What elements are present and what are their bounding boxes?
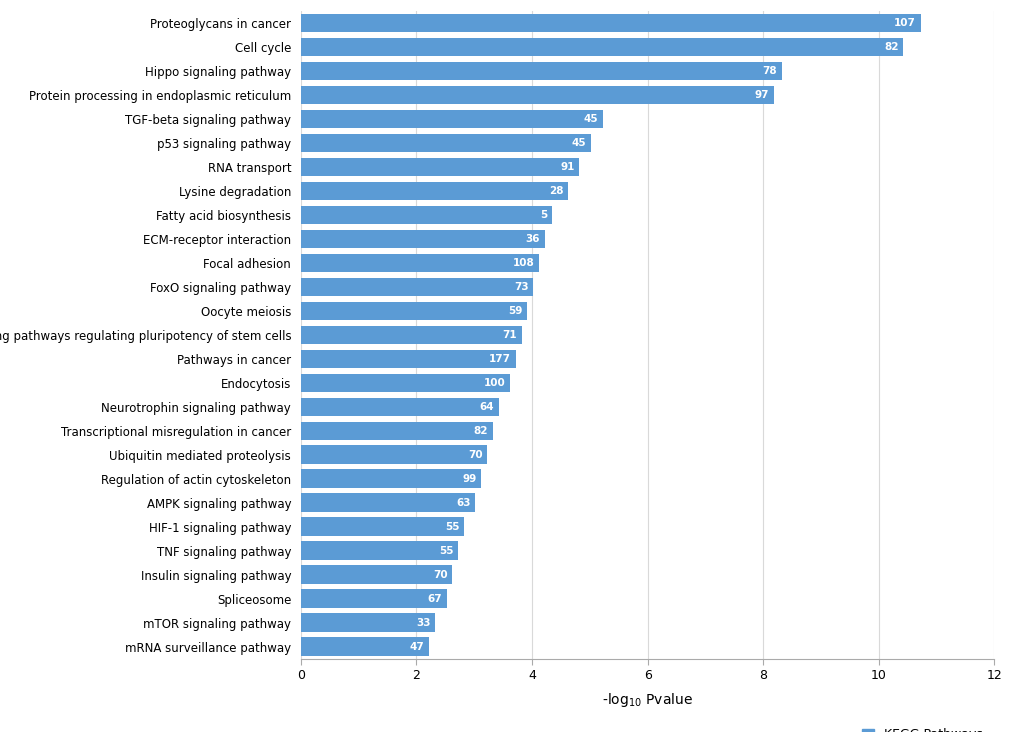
Text: 177: 177 — [489, 354, 511, 364]
Bar — [301, 253, 538, 272]
Legend: KEGG Pathways: KEGG Pathways — [856, 723, 987, 732]
Text: 73: 73 — [514, 282, 528, 292]
Bar — [301, 14, 919, 32]
Text: 67: 67 — [427, 594, 441, 604]
Text: 45: 45 — [572, 138, 586, 148]
Text: 28: 28 — [548, 186, 562, 196]
Text: 91: 91 — [560, 162, 575, 172]
Bar — [301, 157, 579, 176]
Text: 108: 108 — [513, 258, 534, 268]
Bar — [301, 326, 521, 344]
Bar — [301, 133, 590, 152]
Text: 36: 36 — [525, 234, 540, 244]
Text: 55: 55 — [438, 546, 453, 556]
Text: 5: 5 — [540, 210, 547, 220]
Bar — [301, 397, 498, 417]
Bar — [301, 110, 602, 128]
Bar — [301, 638, 429, 656]
Bar — [301, 86, 773, 105]
Text: 70: 70 — [433, 569, 447, 580]
Bar — [301, 469, 481, 488]
Bar — [301, 422, 492, 440]
Text: 64: 64 — [479, 402, 493, 412]
Text: 63: 63 — [455, 498, 471, 508]
Bar — [301, 542, 458, 560]
Text: 71: 71 — [502, 330, 517, 340]
Text: 97: 97 — [754, 90, 768, 100]
Bar — [301, 349, 516, 368]
Bar — [301, 302, 527, 321]
Text: 45: 45 — [583, 114, 597, 124]
Bar — [301, 589, 446, 608]
Text: 82: 82 — [473, 426, 488, 436]
Bar — [301, 565, 451, 584]
Bar — [301, 518, 464, 537]
Bar — [301, 613, 434, 632]
Bar — [301, 277, 533, 296]
Text: 55: 55 — [444, 522, 459, 532]
Text: 82: 82 — [883, 42, 898, 52]
Bar — [301, 373, 510, 392]
Text: 100: 100 — [483, 378, 505, 388]
Bar — [301, 37, 902, 56]
Bar — [301, 61, 781, 81]
Bar — [301, 230, 544, 248]
Bar — [301, 206, 552, 224]
Bar — [301, 446, 486, 464]
Text: 47: 47 — [410, 642, 424, 651]
X-axis label: -log$_{10}$ Pvalue: -log$_{10}$ Pvalue — [601, 690, 693, 709]
Text: 107: 107 — [893, 18, 915, 28]
Text: 99: 99 — [462, 474, 476, 484]
Text: 78: 78 — [762, 66, 776, 76]
Text: 59: 59 — [508, 306, 523, 316]
Text: 70: 70 — [468, 450, 482, 460]
Bar — [301, 182, 568, 201]
Bar — [301, 493, 475, 512]
Text: 33: 33 — [416, 618, 430, 628]
